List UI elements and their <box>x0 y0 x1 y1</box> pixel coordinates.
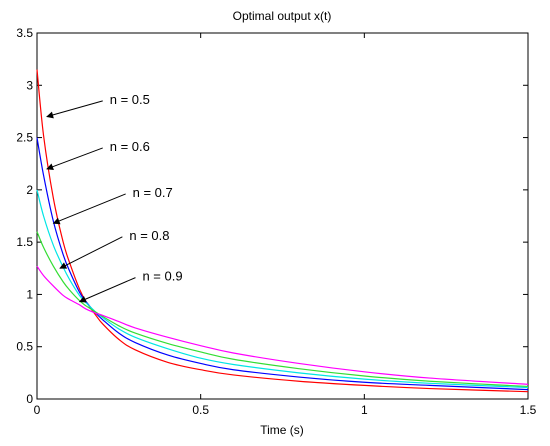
annotation-label-2: n = 0.6 <box>110 139 150 154</box>
series-line-4 <box>36 231 529 388</box>
x-tick-label: 1.5 <box>520 403 537 417</box>
plot-area: 0 0.5 1 1.5 0 0.5 1 1.5 2 2.5 3 3.5 n = 0.5 n = 0.6 n … <box>16 26 536 417</box>
axes-box <box>36 32 529 400</box>
annotation-label-1: n = 0.5 <box>110 92 150 107</box>
x-tick-label: 1 <box>361 403 368 417</box>
annotation-label-5: n = 0.9 <box>142 269 182 284</box>
annotation-label-3: n = 0.7 <box>133 185 173 200</box>
y-tick-label: 1 <box>26 287 33 301</box>
annotation-arrow-5 <box>78 277 136 303</box>
annotation-arrow-2 <box>46 147 103 171</box>
annotation-arrow-4 <box>59 236 123 269</box>
x-axis-label: Time (s) <box>260 423 304 437</box>
series-line-1 <box>36 69 529 393</box>
annotation-label-4: n = 0.8 <box>129 228 169 243</box>
y-tick-label: 3.5 <box>16 26 33 40</box>
y-tick-label: 2.5 <box>16 131 33 145</box>
series-line-2 <box>36 137 529 391</box>
y-tick-label: 3 <box>26 78 33 92</box>
y-tick-label: 1.5 <box>16 235 33 249</box>
chart-title: Optimal output x(t) <box>233 9 332 23</box>
y-tick-label: 2 <box>26 183 33 197</box>
y-tick-label: 0.5 <box>16 340 33 354</box>
annotation-arrow-1 <box>46 100 103 119</box>
y-tick-label: 0 <box>26 392 33 406</box>
x-tick-label: 0 <box>34 403 41 417</box>
x-tick-label: 0.5 <box>192 403 209 417</box>
annotation-arrow-3 <box>52 193 126 225</box>
series-line-5 <box>36 265 529 385</box>
